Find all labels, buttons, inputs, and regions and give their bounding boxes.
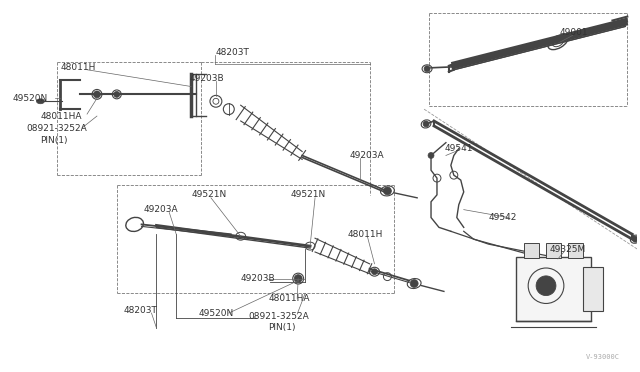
Text: 49541: 49541 bbox=[445, 144, 474, 153]
Circle shape bbox=[114, 92, 120, 97]
Text: 49520N: 49520N bbox=[199, 308, 234, 318]
Circle shape bbox=[428, 153, 434, 158]
Bar bbox=[568, 243, 582, 258]
Text: 08921-3252A: 08921-3252A bbox=[27, 124, 87, 134]
Text: 48203T: 48203T bbox=[124, 306, 157, 315]
Text: V-93000C: V-93000C bbox=[586, 355, 620, 360]
Circle shape bbox=[424, 66, 430, 72]
Text: 48011H: 48011H bbox=[60, 63, 95, 72]
Text: 49203A: 49203A bbox=[349, 151, 385, 160]
Text: 49542: 49542 bbox=[488, 213, 517, 222]
Text: 49325M: 49325M bbox=[550, 244, 586, 254]
Bar bbox=[546, 243, 561, 258]
Text: 49001: 49001 bbox=[560, 28, 589, 37]
Circle shape bbox=[372, 269, 378, 275]
Circle shape bbox=[383, 187, 392, 195]
Text: 49521N: 49521N bbox=[291, 190, 326, 199]
Ellipse shape bbox=[36, 99, 44, 104]
Text: 48011HA: 48011HA bbox=[40, 112, 82, 121]
Circle shape bbox=[423, 121, 429, 127]
Text: PIN(1): PIN(1) bbox=[268, 323, 296, 332]
Text: 49521N: 49521N bbox=[191, 190, 227, 199]
Circle shape bbox=[294, 275, 302, 283]
Bar bbox=[582, 267, 602, 311]
Text: PIN(1): PIN(1) bbox=[40, 136, 68, 145]
Text: 49520N: 49520N bbox=[13, 94, 48, 103]
Text: 49203B: 49203B bbox=[241, 274, 275, 283]
Circle shape bbox=[93, 91, 100, 98]
Bar bbox=[516, 257, 591, 321]
Text: 49203A: 49203A bbox=[143, 205, 178, 214]
Circle shape bbox=[410, 280, 418, 288]
Text: 49203B: 49203B bbox=[189, 74, 224, 83]
Text: 48011HA: 48011HA bbox=[268, 294, 310, 303]
Circle shape bbox=[632, 236, 638, 242]
Text: 48011H: 48011H bbox=[348, 230, 383, 239]
Bar bbox=[524, 243, 539, 258]
Text: 08921-3252A: 08921-3252A bbox=[248, 311, 309, 321]
Circle shape bbox=[536, 276, 556, 296]
Text: 48203T: 48203T bbox=[216, 48, 250, 57]
